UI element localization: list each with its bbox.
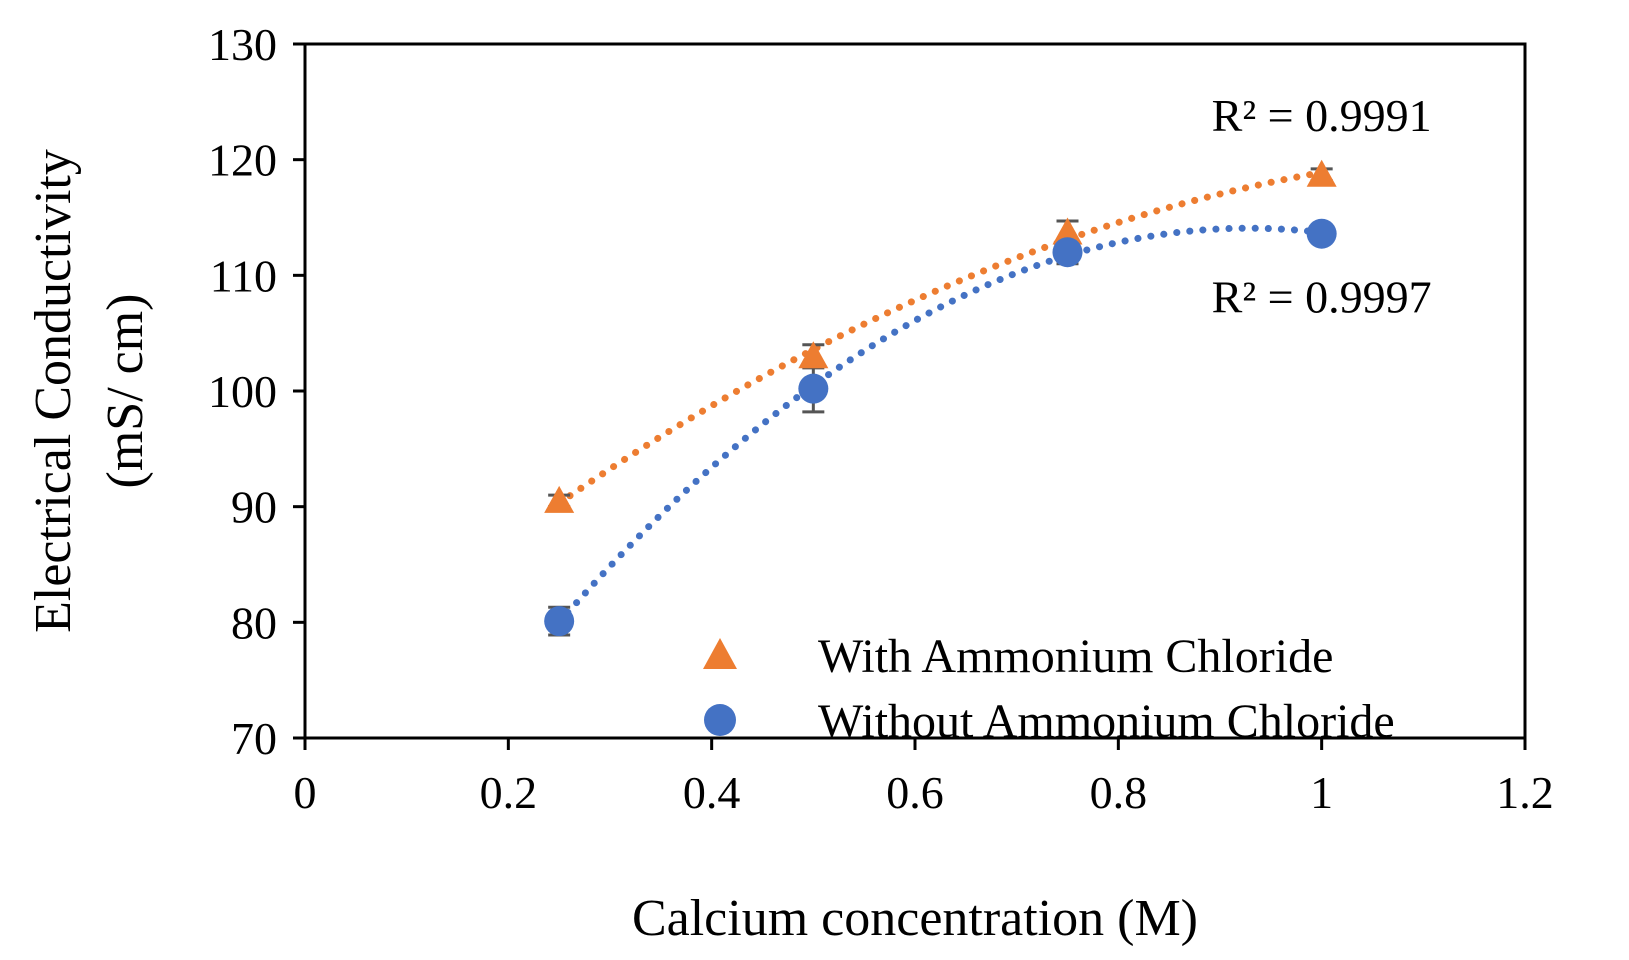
x-tick-label: 0.6: [886, 767, 944, 818]
point-with: [544, 485, 575, 513]
x-tick-label: 0: [294, 767, 317, 818]
legend: With Ammonium Chloride Without Ammonium …: [703, 630, 1395, 748]
point-without: [1306, 218, 1337, 249]
y-tick-label: 70: [231, 713, 277, 764]
x-tick-label: 0.2: [480, 767, 538, 818]
y-tick-label: 110: [210, 250, 277, 301]
point-without: [798, 373, 829, 404]
y-axis-title-line1: Electrical Conductivity: [25, 149, 82, 633]
legend-label-without: Without Ammonium Chloride: [818, 695, 1395, 748]
point-without: [544, 606, 575, 637]
r2-label-with: R² = 0.9991: [1212, 90, 1432, 141]
x-tick-label: 1.2: [1496, 767, 1554, 818]
y-axis-title-line2: (mS/ cm): [97, 294, 154, 489]
y-tick-label: 80: [231, 597, 277, 648]
y-tick-label: 90: [231, 482, 277, 533]
point-with: [1306, 159, 1337, 187]
x-tick-label: 0.4: [683, 767, 741, 818]
y-tick-label: 100: [208, 366, 277, 417]
point-without: [1052, 237, 1083, 268]
x-axis-title: Calcium concentration (M): [632, 890, 1198, 947]
legend-label-with: With Ammonium Chloride: [818, 630, 1333, 683]
y-tick-label: 130: [208, 19, 277, 70]
trendline-without: [555, 224, 1326, 626]
y-tick-label: 120: [208, 135, 277, 186]
trendline-with: [555, 168, 1326, 507]
y-axis-title: Electrical Conductivity (mS/ cm): [25, 149, 154, 633]
point-with: [798, 341, 829, 369]
r2-label-without: R² = 0.9997: [1212, 271, 1432, 322]
point-with: [1052, 217, 1083, 245]
x-tick-label: 1: [1310, 767, 1333, 818]
legend-marker-without: [704, 704, 736, 736]
x-tick-label: 0.8: [1090, 767, 1148, 818]
legend-marker-with: [703, 638, 737, 669]
